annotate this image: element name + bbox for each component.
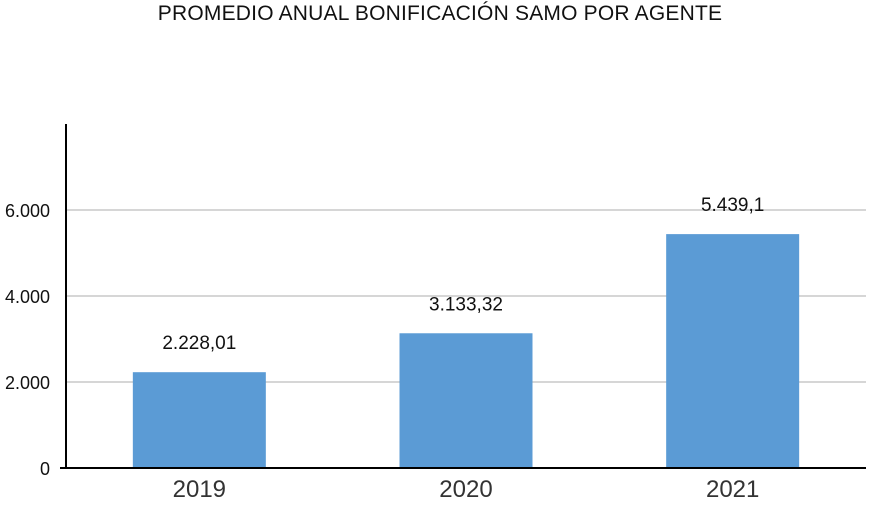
chart-title: PROMEDIO ANUAL BONIFICACIÓN SAMO POR AGE…: [157, 2, 723, 25]
y-tick-label: 0: [40, 459, 50, 479]
y-tick-label: 4.000: [5, 287, 50, 307]
data-label-2019: 2.228,01: [162, 333, 236, 354]
bar-2021: [666, 234, 800, 468]
y-tick-label: 6.000: [5, 201, 50, 221]
x-tick-label-2021: 2021: [706, 476, 759, 503]
data-label-2020: 3.133,32: [429, 294, 503, 315]
y-tick-label: 2.000: [5, 373, 50, 393]
x-tick-label-2019: 2019: [173, 476, 226, 503]
data-label-2021: 5.439,1: [701, 195, 764, 216]
bar-2019: [132, 372, 266, 468]
bars: [132, 234, 800, 468]
axes: [60, 124, 866, 469]
labels: 0 2.000 4.000 6.000 2.228,01 2019 3.133,32 2020…: [5, 195, 764, 503]
bar-2020: [399, 333, 533, 468]
x-tick-label-2020: 2020: [439, 476, 492, 503]
